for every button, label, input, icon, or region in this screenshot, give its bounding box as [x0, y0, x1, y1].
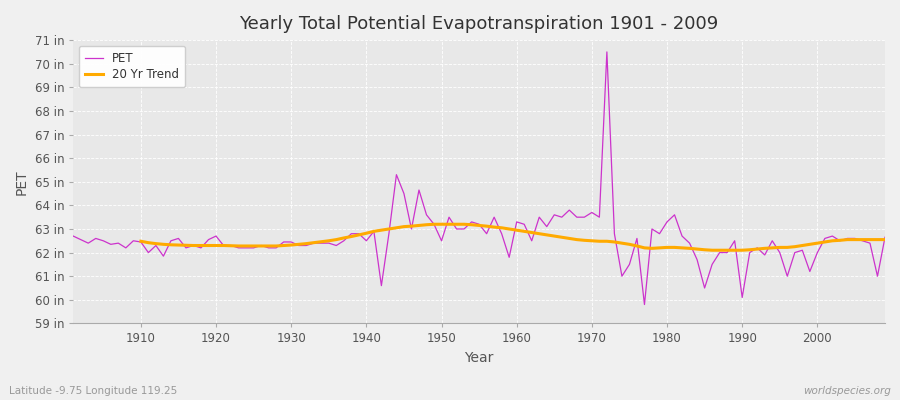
20 Yr Trend	[587, 238, 598, 243]
PET	[639, 302, 650, 307]
Text: worldspecies.org: worldspecies.org	[803, 386, 891, 396]
PET	[504, 255, 515, 260]
PET	[68, 234, 78, 238]
PET	[601, 50, 612, 54]
PET	[293, 243, 304, 248]
Line: PET: PET	[73, 52, 885, 304]
20 Yr Trend	[278, 243, 289, 248]
X-axis label: Year: Year	[464, 351, 494, 365]
PET	[879, 235, 890, 240]
20 Yr Trend	[428, 222, 439, 227]
Line: 20 Yr Trend: 20 Yr Trend	[141, 224, 885, 250]
20 Yr Trend	[526, 230, 537, 235]
Legend: PET, 20 Yr Trend: PET, 20 Yr Trend	[79, 46, 185, 87]
20 Yr Trend	[834, 238, 845, 243]
20 Yr Trend	[857, 237, 868, 242]
20 Yr Trend	[879, 237, 890, 242]
Title: Yearly Total Potential Evapotranspiration 1901 - 2009: Yearly Total Potential Evapotranspiratio…	[239, 15, 719, 33]
PET	[609, 231, 620, 236]
PET	[511, 220, 522, 224]
20 Yr Trend	[309, 240, 320, 245]
20 Yr Trend	[136, 239, 147, 244]
PET	[338, 238, 349, 243]
Text: Latitude -9.75 Longitude 119.25: Latitude -9.75 Longitude 119.25	[9, 386, 177, 396]
PET	[128, 238, 139, 243]
20 Yr Trend	[706, 248, 717, 253]
Y-axis label: PET: PET	[15, 169, 29, 194]
